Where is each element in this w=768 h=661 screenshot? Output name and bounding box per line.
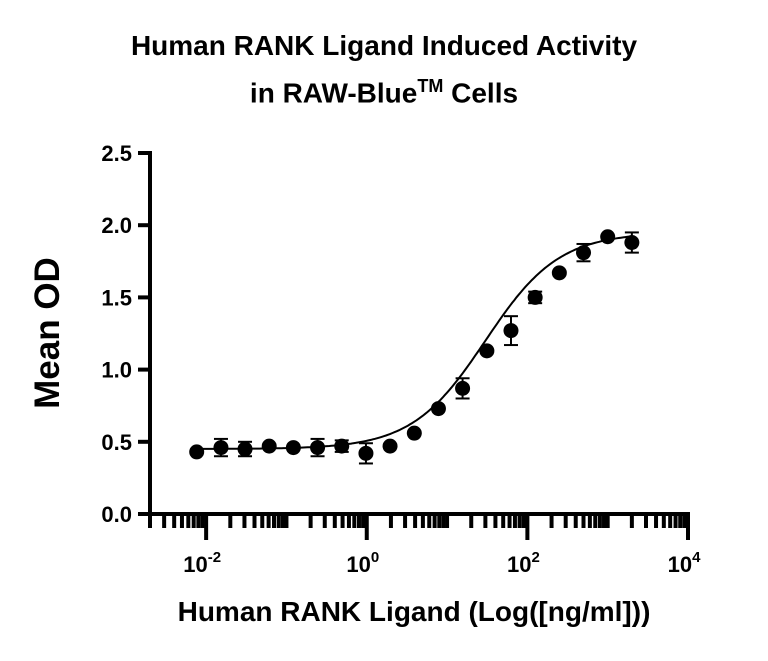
y-tick-label: 1.0 [101, 358, 132, 383]
data-point [382, 438, 398, 454]
x-tick-label: 10-2 [183, 549, 221, 577]
title-superscript: TM [417, 76, 444, 96]
data-point [237, 441, 253, 457]
data-point [213, 440, 229, 456]
data-point [527, 289, 543, 305]
data-point [334, 438, 350, 454]
chart-title-line2: in RAW-BlueTM Cells [0, 76, 768, 109]
fit-curve [196, 235, 632, 450]
data-point [576, 245, 592, 261]
data-point [479, 343, 495, 359]
y-tick-label: 0.0 [101, 502, 132, 527]
data-point [600, 229, 616, 245]
x-tick-label: 100 [346, 549, 379, 577]
chart-title-line1: Human RANK Ligand Induced Activity [130, 30, 638, 61]
data-point [430, 401, 446, 417]
y-tick-label: 2.5 [101, 141, 132, 166]
x-tick-label: 102 [507, 549, 540, 577]
data-point [624, 235, 640, 251]
data-point [285, 440, 301, 456]
data-point [310, 440, 326, 456]
data-point [189, 444, 205, 460]
data-point [455, 380, 471, 396]
x-tick-label: 104 [668, 549, 701, 577]
y-tick-label: 1.5 [101, 285, 132, 310]
title-text-end: Cells [443, 77, 519, 109]
data-point [406, 425, 422, 441]
data-point [551, 265, 567, 281]
y-tick-label: 2.0 [101, 213, 132, 238]
y-tick-label: 0.5 [101, 430, 132, 455]
title-text: in RAW-Blue [249, 77, 418, 109]
data-point [503, 323, 519, 339]
data-point [358, 445, 374, 461]
data-point [261, 438, 277, 454]
x-axis-label: Human RANK Ligand (Log([ng/ml])) [177, 596, 651, 627]
